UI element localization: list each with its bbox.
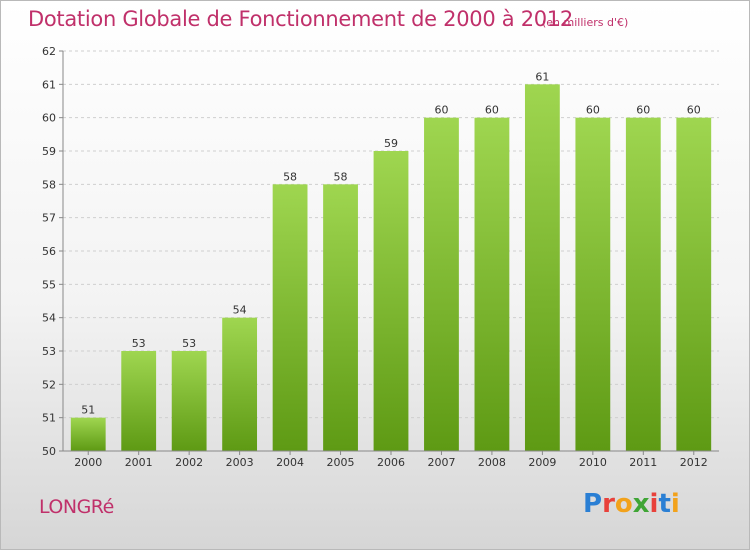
x-tick-label: 2008 bbox=[478, 456, 506, 469]
data-label: 54 bbox=[233, 304, 247, 317]
x-tick-label: 2010 bbox=[579, 456, 607, 469]
y-tick-label: 57 bbox=[42, 212, 56, 225]
y-tick-label: 61 bbox=[42, 78, 56, 91]
logo-letter: r bbox=[602, 489, 615, 519]
data-label: 58 bbox=[334, 170, 348, 183]
bar bbox=[70, 417, 106, 451]
y-tick-label: 51 bbox=[42, 412, 56, 425]
x-tick-label: 2007 bbox=[427, 456, 455, 469]
bar bbox=[474, 117, 510, 452]
data-label: 60 bbox=[586, 104, 600, 117]
logo-letter: i bbox=[649, 489, 659, 519]
y-tick-label: 58 bbox=[42, 178, 56, 191]
data-label: 53 bbox=[132, 337, 146, 350]
place-name: LONGRé bbox=[39, 496, 114, 518]
x-tick-label: 2012 bbox=[680, 456, 708, 469]
bar bbox=[524, 84, 560, 451]
bar bbox=[625, 117, 661, 452]
data-label: 60 bbox=[434, 104, 448, 117]
x-tick-label: 2009 bbox=[528, 456, 556, 469]
logo-letter: t bbox=[658, 489, 671, 519]
y-tick-label: 52 bbox=[42, 378, 56, 391]
chart-subtitle: (en milliers d'€) bbox=[542, 16, 629, 29]
data-label: 60 bbox=[687, 104, 701, 117]
logo-letter: P bbox=[583, 489, 603, 519]
y-tick-label: 62 bbox=[42, 45, 56, 58]
y-tick-label: 59 bbox=[42, 145, 56, 158]
bar bbox=[323, 184, 358, 452]
bar bbox=[121, 351, 157, 451]
proxiti-logo[interactable]: Proxiti bbox=[583, 489, 680, 519]
x-tick-label: 2003 bbox=[226, 456, 254, 469]
data-label: 53 bbox=[182, 337, 196, 350]
y-tick-label: 60 bbox=[42, 112, 56, 125]
x-tick-label: 2004 bbox=[276, 456, 304, 469]
x-tick-label: 2001 bbox=[125, 456, 153, 469]
bar bbox=[373, 151, 409, 451]
bar bbox=[222, 317, 258, 451]
y-tick-label: 54 bbox=[42, 312, 56, 325]
data-label: 51 bbox=[81, 404, 95, 417]
chart-title: Dotation Globale de Fonctionnement de 20… bbox=[28, 7, 573, 31]
y-tick-label: 53 bbox=[42, 345, 56, 358]
data-label: 60 bbox=[636, 104, 650, 117]
bar bbox=[424, 117, 459, 452]
data-label: 60 bbox=[485, 104, 499, 117]
y-tick-label: 55 bbox=[42, 278, 56, 291]
x-tick-label: 2011 bbox=[629, 456, 657, 469]
logo-letter: x bbox=[632, 489, 650, 519]
bar bbox=[575, 117, 611, 452]
logo-letter: o bbox=[614, 489, 633, 519]
bar bbox=[171, 351, 207, 451]
logo-letter: i bbox=[670, 489, 680, 519]
data-label: 61 bbox=[535, 70, 549, 83]
x-tick-label: 2000 bbox=[74, 456, 102, 469]
y-tick-label: 50 bbox=[42, 445, 56, 458]
x-tick-label: 2006 bbox=[377, 456, 405, 469]
x-tick-label: 2005 bbox=[327, 456, 355, 469]
data-label: 59 bbox=[384, 137, 398, 150]
data-label: 58 bbox=[283, 170, 297, 183]
x-tick-label: 2002 bbox=[175, 456, 203, 469]
bar bbox=[272, 184, 308, 452]
y-tick-label: 56 bbox=[42, 245, 56, 258]
bar bbox=[676, 117, 712, 452]
